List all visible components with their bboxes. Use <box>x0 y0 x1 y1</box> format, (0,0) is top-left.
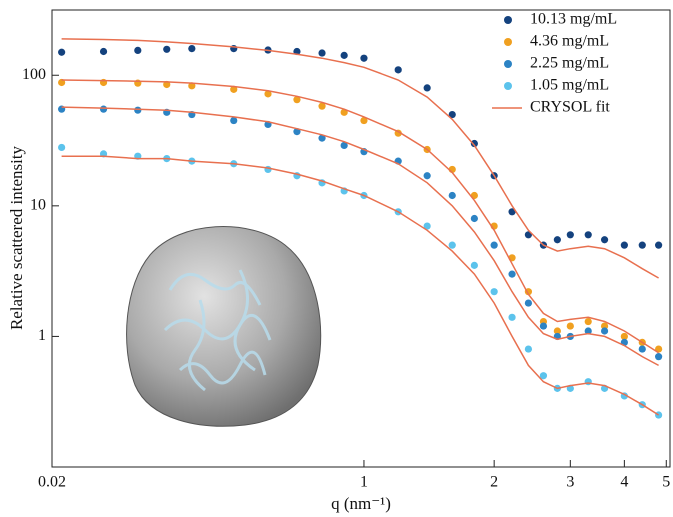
data-point <box>490 288 498 296</box>
data-point <box>638 241 646 249</box>
protein-envelope-inset <box>126 226 322 427</box>
plot-frame <box>51 9 671 468</box>
x-tick-label: 4 <box>620 474 628 491</box>
data-point <box>600 236 609 244</box>
data-point <box>655 241 663 249</box>
legend-marker <box>504 16 512 24</box>
data-point <box>566 231 574 239</box>
y-axis-label: Relative scattered intensity <box>7 145 26 330</box>
data-point <box>340 141 348 150</box>
data-point <box>490 241 498 249</box>
data-point <box>508 270 516 278</box>
data-point <box>293 96 301 104</box>
data-point <box>584 317 592 326</box>
data-point <box>318 49 326 57</box>
y-tick-label: 100 <box>22 66 46 83</box>
data-point <box>394 66 402 74</box>
data-point <box>423 222 431 230</box>
fit-line <box>61 79 660 354</box>
data-point <box>134 46 142 54</box>
data-point <box>163 45 171 53</box>
legend-marker <box>504 38 512 46</box>
data-point <box>423 172 431 180</box>
x-tick-label: 2 <box>490 474 498 491</box>
data-point <box>655 353 663 361</box>
data-point <box>318 102 326 110</box>
x-tick-label: 0.02 <box>38 474 66 491</box>
x-tick-label: 1 <box>360 474 368 491</box>
data-point <box>448 191 456 200</box>
fit-line <box>61 106 659 367</box>
data-point <box>58 48 66 56</box>
data-point <box>620 241 628 249</box>
data-point <box>508 313 516 321</box>
legend-marker <box>504 82 512 90</box>
x-axis-label: q (nm⁻¹) <box>331 494 391 513</box>
data-point <box>524 299 533 307</box>
legend: 10.13 mg/mL 4.36 mg/mL 2.25 mg/mL 1.05 mg/m… <box>492 11 617 116</box>
data-point <box>230 85 238 93</box>
data-point <box>553 236 561 244</box>
fit-line <box>61 155 660 416</box>
y-tick-label: 1 <box>38 327 46 344</box>
data-point <box>230 116 238 125</box>
data-point <box>99 47 108 56</box>
data-point <box>264 90 272 98</box>
data-point <box>340 51 348 59</box>
data-point <box>508 208 516 216</box>
data-point <box>448 110 456 119</box>
legend-label: CRYSOL fit <box>530 99 610 116</box>
data-point <box>188 82 196 90</box>
x-tick-label: 5 <box>662 474 670 491</box>
data-point <box>99 105 108 113</box>
data-point <box>553 327 561 335</box>
data-point <box>600 322 609 330</box>
legend-marker <box>504 60 512 68</box>
data-point <box>584 327 592 335</box>
data-point <box>584 378 592 386</box>
y-tick-label: 10 <box>30 197 46 214</box>
data-point <box>470 139 478 148</box>
fit-line <box>61 38 659 279</box>
data-point <box>566 322 574 330</box>
data-point <box>539 322 548 330</box>
data-point <box>620 332 628 341</box>
data-point <box>539 372 548 380</box>
data-point <box>423 84 431 92</box>
data-point <box>264 165 272 174</box>
data-point <box>360 116 368 125</box>
data-point <box>318 134 326 142</box>
data-point <box>584 231 592 239</box>
data-point <box>600 327 609 335</box>
data-point <box>448 241 456 249</box>
series-points <box>58 44 663 249</box>
data-point <box>638 345 646 353</box>
legend-label: 10.13 mg/mL <box>530 11 617 28</box>
data-point <box>655 411 663 419</box>
data-point <box>524 345 533 353</box>
data-point <box>58 143 66 152</box>
data-point <box>360 54 368 62</box>
legend-label: 1.05 mg/mL <box>530 77 609 94</box>
legend-label: 4.36 mg/mL <box>530 33 609 50</box>
data-point <box>188 44 196 53</box>
data-point <box>470 214 478 223</box>
x-tick-label: 3 <box>566 474 574 491</box>
data-point <box>134 106 142 114</box>
data-point <box>470 261 478 269</box>
legend-label: 2.25 mg/mL <box>530 55 609 72</box>
